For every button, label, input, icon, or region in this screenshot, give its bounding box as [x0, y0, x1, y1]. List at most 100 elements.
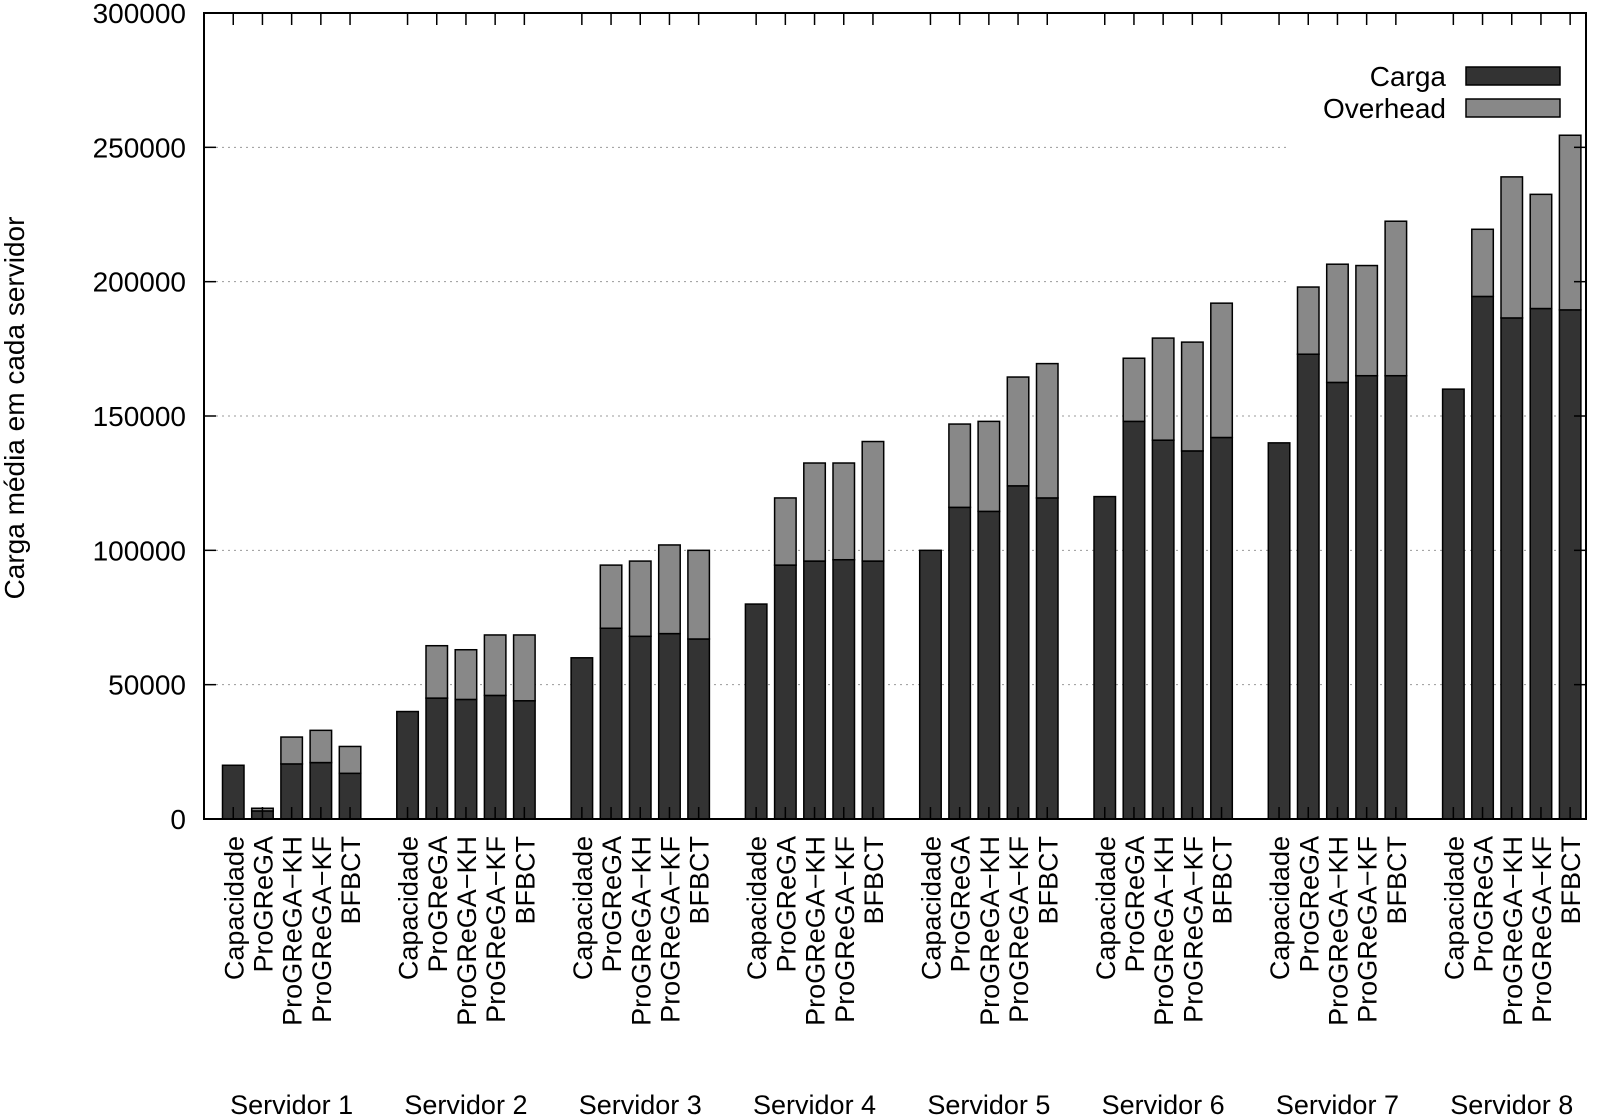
legend-label-carga: Carga	[1370, 61, 1447, 92]
category-label: ProGReGA−KH	[1149, 836, 1179, 1026]
bar-carga	[1558, 309, 1582, 820]
category-label: BFBCT	[336, 836, 366, 925]
bar-carga	[918, 549, 942, 820]
bar-overhead	[1210, 302, 1234, 439]
group-label: Servidor 4	[753, 1090, 876, 1116]
bar-carga	[1210, 436, 1234, 820]
category-label: ProGReGA	[1120, 836, 1150, 973]
bar-carga	[1093, 495, 1117, 820]
bar-carga	[570, 657, 594, 820]
category-label: ProGReGA−KH	[801, 836, 831, 1026]
bar-overhead	[483, 634, 507, 697]
category-label: ProGReGA−KF	[481, 836, 511, 1023]
y-tick-label: 100000	[93, 535, 186, 566]
category-label: Capacidade	[1091, 836, 1121, 980]
category-labels: Capacidade ProGReGA ProGReGA−KH ProGReGA−KF…	[219, 836, 1586, 1026]
category-label: ProGReGA−KH	[452, 836, 482, 1026]
bar-carga	[744, 603, 768, 820]
y-axis-ticks: 0 50000 100000 150000 200000 250000 300000	[93, 0, 1586, 835]
group-label: Servidor 1	[230, 1090, 353, 1116]
category-label: BFBCT	[510, 836, 540, 925]
category-label: ProGReGA	[946, 836, 976, 973]
category-label: BFBCT	[1556, 836, 1586, 925]
bar-carga	[1441, 388, 1465, 820]
category-label: ProGReGA−KF	[307, 836, 337, 1023]
bar-overhead	[599, 564, 623, 629]
category-label: ProGReGA	[771, 836, 801, 973]
bar-carga	[1529, 307, 1553, 820]
bar-carga	[1122, 420, 1146, 820]
bar-overhead	[1325, 263, 1349, 384]
bar-overhead	[309, 729, 333, 764]
category-label: Capacidade	[1265, 836, 1295, 980]
group-labels: Servidor 1 Servidor 2 Servidor 3 Servidor 4…	[230, 1090, 1573, 1116]
bar-carga	[454, 698, 478, 820]
category-label: BFBCT	[1382, 836, 1412, 925]
category-label: ProGReGA−KH	[278, 836, 308, 1026]
y-tick-label: 200000	[93, 267, 186, 298]
bar-overhead	[773, 497, 797, 566]
category-label: ProGReGA−KF	[1353, 836, 1383, 1023]
group-label: Servidor 2	[404, 1090, 527, 1116]
bar-overhead	[338, 745, 362, 775]
category-label: Capacidade	[742, 836, 772, 980]
bars	[221, 134, 1582, 820]
bar-carga	[1296, 353, 1320, 820]
legend: Carga Overhead	[1323, 61, 1561, 124]
legend-label-overhead: Overhead	[1323, 93, 1446, 124]
category-label: BFBCT	[1033, 836, 1063, 925]
bar-carga	[396, 710, 420, 820]
bar-carga	[512, 700, 536, 820]
x-axis-ticks	[232, 13, 1571, 819]
bar-overhead	[1500, 176, 1524, 319]
category-label: BFBCT	[859, 836, 889, 925]
bar-carga	[599, 627, 623, 820]
category-label: ProGReGA	[423, 836, 453, 973]
bar-overhead	[1355, 264, 1379, 377]
bar-carga	[773, 564, 797, 820]
bar-overhead	[1006, 376, 1030, 487]
group-label: Servidor 5	[927, 1090, 1050, 1116]
bar-overhead	[977, 420, 1001, 513]
category-label: BFBCT	[685, 836, 715, 925]
group-label: Servidor 8	[1450, 1090, 1573, 1116]
y-tick-label: 50000	[108, 670, 186, 701]
bar-overhead	[628, 560, 652, 638]
category-label: ProGReGA	[1294, 836, 1324, 973]
bar-overhead	[1471, 228, 1495, 298]
category-label: Capacidade	[394, 836, 424, 980]
bar-carga	[1180, 450, 1204, 820]
bar-carga	[1006, 485, 1030, 820]
category-label: ProGReGA−KF	[655, 836, 685, 1023]
category-label: ProGReGA−KH	[1498, 836, 1528, 1026]
bar-overhead	[1122, 357, 1146, 423]
bar-carga	[1355, 374, 1379, 820]
y-tick-label: 0	[170, 804, 186, 835]
bar-carga	[1384, 374, 1408, 820]
category-label: ProGReGA−KF	[830, 836, 860, 1023]
category-label: ProGReGA−KF	[1527, 836, 1557, 1023]
bar-carga	[1151, 439, 1175, 820]
category-label: ProGReGA−KF	[1004, 836, 1034, 1023]
bar-overhead	[1384, 220, 1408, 377]
category-label: BFBCT	[1208, 836, 1238, 925]
bar-overhead	[1035, 362, 1059, 499]
bar-overhead	[512, 634, 536, 702]
bar-carga	[425, 697, 449, 820]
bar-carga	[861, 560, 885, 820]
bar-overhead	[657, 544, 681, 635]
bar-carga	[1035, 497, 1059, 820]
bar-carga	[1500, 317, 1524, 820]
category-label: Capacidade	[568, 836, 598, 980]
group-label: Servidor 3	[579, 1090, 702, 1116]
bar-overhead	[1529, 193, 1553, 310]
bar-overhead	[948, 423, 972, 509]
bar-overhead	[1296, 286, 1320, 355]
bar-carga	[1325, 381, 1349, 820]
bar-overhead	[1151, 337, 1175, 441]
bar-carga	[832, 558, 856, 820]
bar-overhead	[1180, 341, 1204, 452]
bar-overhead	[454, 648, 478, 701]
bar-overhead	[280, 736, 304, 765]
